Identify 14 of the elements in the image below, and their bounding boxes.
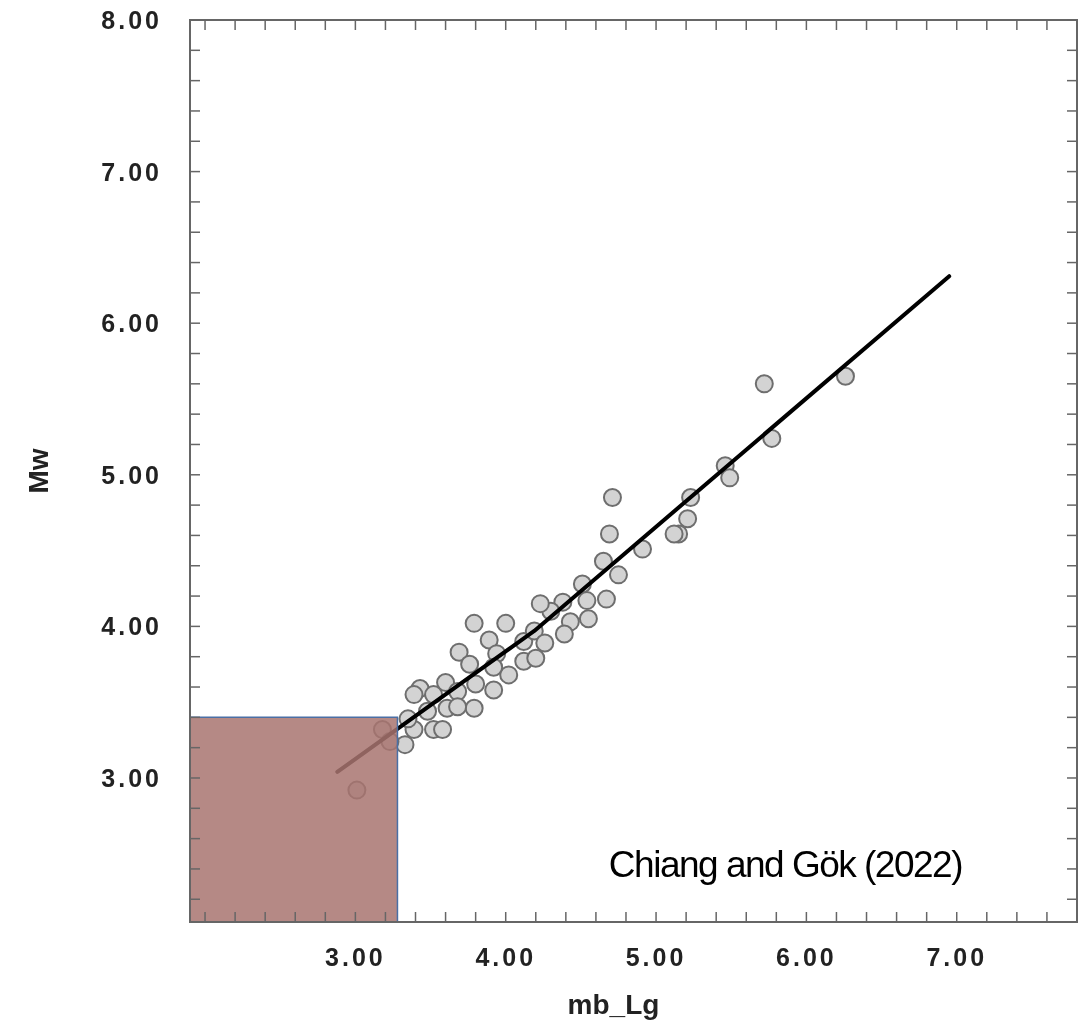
x-tick-label: 3.00 xyxy=(325,943,386,971)
y-tick-label: 5.00 xyxy=(101,460,162,489)
x-tick-label: 4.00 xyxy=(475,943,537,971)
x-tick-label: 6.00 xyxy=(776,943,837,971)
y-tick-label: 7.00 xyxy=(101,157,162,186)
y-tick-label: 3.00 xyxy=(101,763,162,792)
y-tick-label: 8.00 xyxy=(101,6,162,34)
annotation: Chiang and Gök (2022) xyxy=(608,844,963,885)
y-axis-title: Mw xyxy=(23,448,54,494)
x-tick-label: 5.00 xyxy=(625,943,687,971)
y-tick-label: 6.00 xyxy=(101,309,162,338)
x-axis-title: mb_Lg xyxy=(567,989,660,1020)
y-tick-label: 4.00 xyxy=(101,612,162,641)
x-tick-label: 7.00 xyxy=(926,943,988,971)
